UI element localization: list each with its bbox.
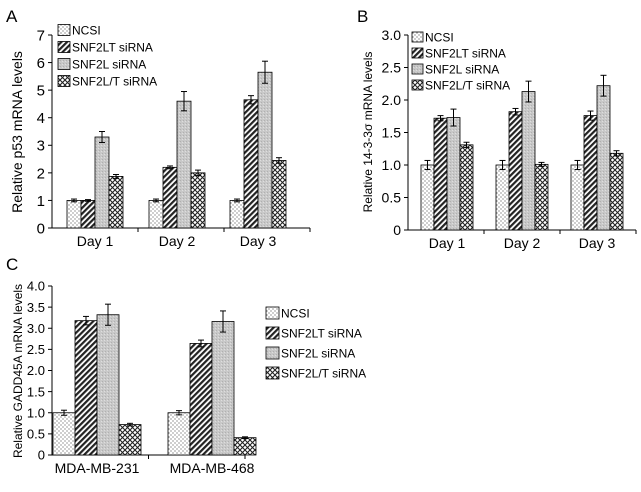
legend-label: SNF2L/T siRNA <box>425 78 510 92</box>
legend-label: SNF2L/T siRNA <box>281 366 366 380</box>
bar-a-s3-c1 <box>190 172 206 229</box>
y-tick-label: 1.5 <box>27 384 45 399</box>
bar-a-s1-c0 <box>80 200 96 229</box>
y-tick-label: 7 <box>37 27 45 44</box>
x-tick-label: MDA-MB-468 <box>170 460 255 476</box>
y-tick-label: 0.5 <box>27 427 45 442</box>
x-tick-label: Day 2 <box>504 235 541 251</box>
x-tick-label: Day 1 <box>429 235 466 251</box>
bar-b-s3-c1 <box>534 163 549 231</box>
y-tick-label: 3 <box>37 138 45 155</box>
y-tick-label: 1 <box>37 193 45 210</box>
bar-b-s1-c0 <box>433 117 448 231</box>
legend-swatch <box>265 306 280 320</box>
y-tick-label: 3.0 <box>27 321 45 336</box>
panel-letter: B <box>357 7 368 26</box>
bar-c-s3-c1 <box>233 437 257 456</box>
bar-c-s2-c1 <box>211 321 235 456</box>
legend-swatch <box>265 326 280 340</box>
y-tick-label: 0 <box>38 448 45 463</box>
bar-c-s2-c0 <box>96 314 120 456</box>
legend-swatch <box>57 41 71 53</box>
legend-swatch <box>411 47 424 59</box>
y-axis-title: Relative GADD45A mRNA levels <box>11 284 25 458</box>
panel-c: C Relative GADD45A mRNA levels 0 0.5 1.0 1.5 2… <box>6 255 366 476</box>
bar-b-s3-c2 <box>609 152 624 231</box>
legend-label: NCSI <box>281 306 310 320</box>
bar-b-s0-c1 <box>495 164 510 231</box>
bar-b-s0-c2 <box>570 164 585 231</box>
bar-a-s0-c1 <box>148 200 164 229</box>
bar-b-s2-c2 <box>596 85 611 231</box>
legend-swatch <box>57 75 71 87</box>
bar-a-s2-c2 <box>257 71 273 229</box>
y-tick-label: 0 <box>37 220 45 237</box>
panel-b: B Relative 14-3-3σ mRNA levels 0 0.5 1.0 1.5 2… <box>357 7 637 251</box>
bar-a-s3-c2 <box>271 160 287 229</box>
bar-b-s1-c2 <box>583 115 598 231</box>
bar-a-s1-c1 <box>162 166 178 229</box>
legend-label: NCSI <box>72 23 101 37</box>
legend-swatch <box>411 63 424 75</box>
legend-swatch <box>411 79 424 91</box>
bar-c-s3-c0 <box>118 424 142 456</box>
bar-b-s1-c1 <box>508 111 523 231</box>
x-tick-label: MDA-MB-231 <box>55 460 140 476</box>
bar-c-s0-c1 <box>167 412 191 456</box>
legend-label: SNF2L siRNA <box>72 57 146 71</box>
bar-b-s3-c0 <box>459 144 474 231</box>
y-tick-label: 3.5 <box>27 300 45 315</box>
bar-c-s0-c0 <box>52 412 76 456</box>
legend-label: SNF2LT siRNA <box>72 40 153 54</box>
x-tick-label: Day 2 <box>159 233 196 249</box>
bar-b-s2-c0 <box>446 117 461 231</box>
legend-label: SNF2LT siRNA <box>281 326 362 340</box>
bar-b-s2-c1 <box>521 91 536 231</box>
bar-a-s1-c2 <box>243 99 259 229</box>
y-tick-label: 1.5 <box>382 125 402 141</box>
legend-swatch <box>57 58 71 70</box>
y-tick-label: 5 <box>37 83 45 100</box>
panel-letter: C <box>6 255 18 274</box>
bar-a-s2-c0 <box>94 136 110 229</box>
bar-a-s0-c2 <box>229 200 245 229</box>
y-tick-label: 1.0 <box>382 157 402 173</box>
bar-b-s0-c0 <box>420 164 435 231</box>
x-tick-label: Day 3 <box>579 235 616 251</box>
y-tick-label: 2.0 <box>27 363 45 378</box>
legend-swatch <box>265 346 280 360</box>
legend-swatch <box>411 31 424 43</box>
bar-c-s1-c0 <box>74 320 98 456</box>
y-tick-label: 2.0 <box>382 92 402 108</box>
y-tick-label: 6 <box>37 55 45 72</box>
y-tick-label: 0.5 <box>382 190 402 206</box>
y-axis-title: Relative 14-3-3σ mRNA levels <box>361 52 375 213</box>
y-tick-label: 4 <box>37 110 45 127</box>
x-tick-label: Day 1 <box>77 233 114 249</box>
y-axis-title: Relative p53 mRNA levels <box>9 51 25 213</box>
y-tick-label: 4.0 <box>27 279 45 294</box>
x-tick-label: Day 3 <box>240 233 277 249</box>
legend-label: SNF2LT siRNA <box>425 46 506 60</box>
panel-letter: A <box>6 7 18 26</box>
legend-label: SNF2L siRNA <box>281 346 355 360</box>
bar-a-s3-c0 <box>108 176 124 229</box>
legend-swatch <box>265 366 280 380</box>
legend-label: SNF2L/T siRNA <box>72 74 157 88</box>
y-tick-label: 0 <box>393 222 401 238</box>
legend-label: SNF2L siRNA <box>425 62 499 76</box>
panel-a: A Relative p53 mRNA levels 0 1 2 3 4 5 6 7 Day 1 Da… <box>6 7 311 249</box>
y-tick-label: 2.5 <box>382 60 402 76</box>
y-tick-label: 2 <box>37 165 45 182</box>
bar-c-s1-c1 <box>189 343 213 456</box>
bar-a-s0-c0 <box>66 200 82 229</box>
legend-label: NCSI <box>425 30 454 44</box>
legend-swatch <box>57 24 71 36</box>
y-tick-label: 2.5 <box>27 342 45 357</box>
y-tick-label: 3.0 <box>382 27 402 43</box>
y-tick-label: 1.0 <box>27 405 45 420</box>
bar-a-s2-c1 <box>176 100 192 229</box>
